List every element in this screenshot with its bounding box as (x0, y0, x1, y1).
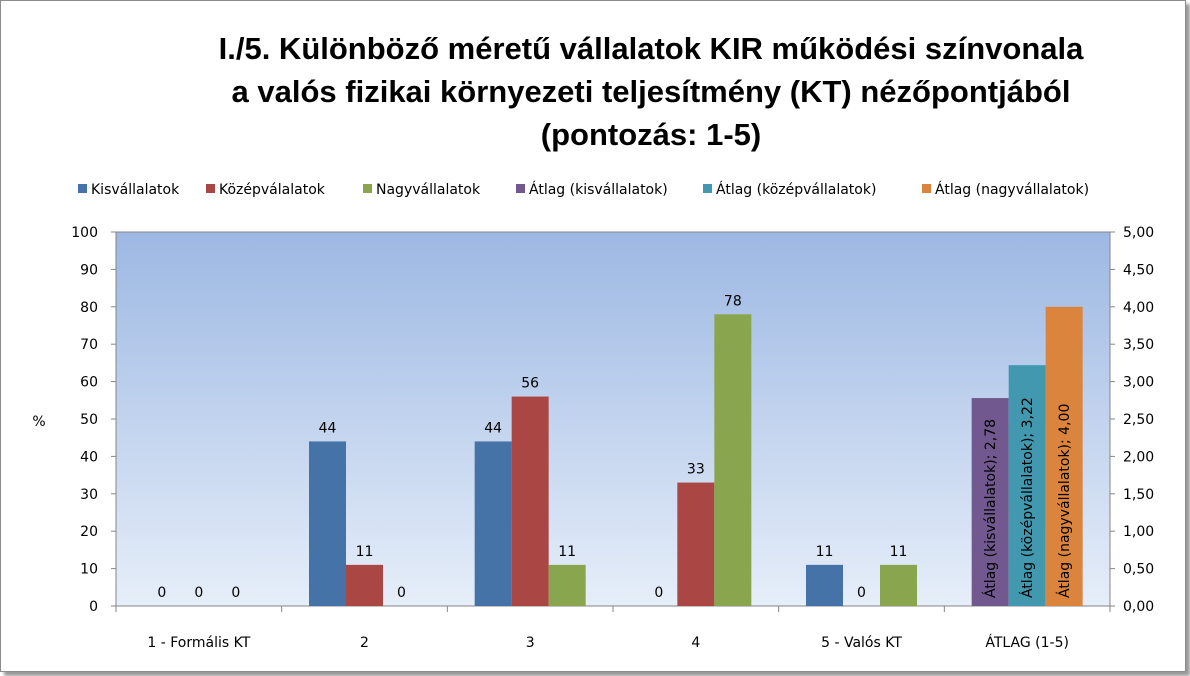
y-tick-label: 100 (71, 225, 98, 241)
bar-value-label: 0 (231, 585, 240, 601)
average-bar-label: Átlag (nagyvállalatok); 4,00 (1056, 404, 1073, 598)
average-bar (1008, 365, 1046, 606)
y-tick-label: 80 (80, 300, 98, 316)
x-tick-label: 4 (691, 635, 700, 651)
legend-swatch (703, 184, 712, 193)
y2-tick-label: 3,00 (1123, 375, 1154, 391)
y2-tick-label: 4,00 (1123, 300, 1154, 316)
legend-swatch (922, 184, 931, 193)
y-tick-label: 70 (80, 337, 98, 353)
bar (806, 564, 843, 606)
bar-value-label: 0 (157, 585, 166, 601)
bar-value-label: 11 (558, 544, 576, 560)
legend-entry: Átlag (kisvállalatok) (529, 181, 668, 198)
chart-title: I./5. Különböző méretű vállalatok KIR mű… (219, 31, 1085, 152)
legend-entry: Középválalatok (219, 182, 326, 198)
x-tick-label: 5 - Valós KT (821, 635, 902, 651)
y-tick-label: 0 (89, 599, 98, 615)
bar-value-label: 56 (521, 376, 539, 392)
bar (677, 482, 715, 606)
y2-tick-label: 0,00 (1123, 599, 1154, 615)
bar-value-label: 0 (397, 585, 406, 601)
legend-entry: Átlag (középvállalatok) (716, 181, 876, 198)
bars (309, 306, 1083, 606)
bar (880, 564, 917, 606)
bar-value-label: 44 (319, 420, 337, 436)
bar-value-label: 33 (687, 462, 705, 478)
legend-entry: Átlag (nagyvállalatok) (935, 181, 1089, 198)
bar (714, 314, 752, 606)
chart-title-line-1: I./5. Különböző méretű vállalatok KIR mű… (219, 31, 1085, 66)
x-tick-label: 1 - Formális KT (147, 635, 250, 651)
y2-tick-label: 1,00 (1123, 524, 1154, 540)
y-tick-label: 60 (80, 375, 98, 391)
y-tick-label: 20 (80, 524, 98, 540)
bar-value-label: 11 (816, 544, 834, 560)
chart-title-line-3: (pontozás: 1-5) (541, 117, 761, 152)
average-bar (971, 398, 1009, 606)
legend-swatch (516, 184, 525, 193)
x-axis: 1 - Formális KT 2 3 4 5 - Valós KT ÁTLAG (1-5… (115, 605, 1111, 651)
average-bar-label: Átlag (középvállalatok); 3,22 (1019, 397, 1036, 598)
bar (548, 564, 586, 606)
y-tick-label: 90 (80, 262, 98, 278)
y2-tick-label: 3,50 (1123, 337, 1154, 353)
y2-tick-label: 5,00 (1123, 225, 1154, 241)
bar-value-label: 11 (356, 544, 374, 560)
y2-tick-label: 1,50 (1123, 487, 1154, 503)
y-axis-right: 0,00 0,50 1,00 1,50 2,00 2,50 3,00 3,50 4,00 4,50… (1109, 225, 1154, 615)
legend-swatch (206, 184, 215, 193)
plot-area (115, 231, 1111, 607)
y-tick-label: 50 (80, 412, 98, 428)
bar-value-label: 44 (484, 420, 502, 436)
legend-entry: Nagyvállalatok (376, 182, 481, 198)
bar (346, 564, 383, 606)
y-tick-label: 10 (80, 562, 98, 578)
y2-tick-label: 2,00 (1123, 449, 1154, 465)
data-labels: 0 0 0 44 11 0 44 56 11 0 33 78 11 0 11 Átlag (kisvállal… (157, 293, 1073, 601)
y2-tick-label: 4,50 (1123, 262, 1154, 278)
bar-value-label: 11 (890, 544, 908, 560)
chart-title-line-2: a valós fizikai környezeti teljesítmény … (232, 74, 1071, 109)
y-tick-label: 30 (80, 487, 98, 503)
average-bar (1045, 306, 1083, 606)
bar (474, 441, 512, 606)
legend-swatch (78, 184, 87, 193)
x-tick-label: 2 (360, 635, 369, 651)
y2-tick-label: 2,50 (1123, 412, 1154, 428)
bar-value-label: 78 (724, 293, 742, 309)
legend-entry: Kisvállalatok (91, 182, 180, 198)
bar (511, 396, 549, 606)
bar (309, 441, 346, 606)
y-tick-label: 40 (80, 449, 98, 465)
x-tick-label: ÁTLAG (1-5) (985, 634, 1069, 651)
average-bar-label: Átlag (kisvállalatok); 2,78 (982, 419, 999, 598)
x-tick-label: 3 (526, 635, 535, 651)
y2-tick-label: 0,50 (1123, 562, 1154, 578)
bar-value-label: 0 (654, 585, 663, 601)
bar-value-label: 0 (857, 585, 866, 601)
y-axis-left: 0 10 20 30 40 50 60 70 80 90 100 (71, 225, 117, 615)
legend: Kisvállalatok Középválalatok Nagyvállalato… (78, 181, 1089, 198)
bar-value-label: 0 (194, 585, 203, 601)
legend-swatch (363, 184, 372, 193)
y-axis-label: % (32, 414, 45, 430)
